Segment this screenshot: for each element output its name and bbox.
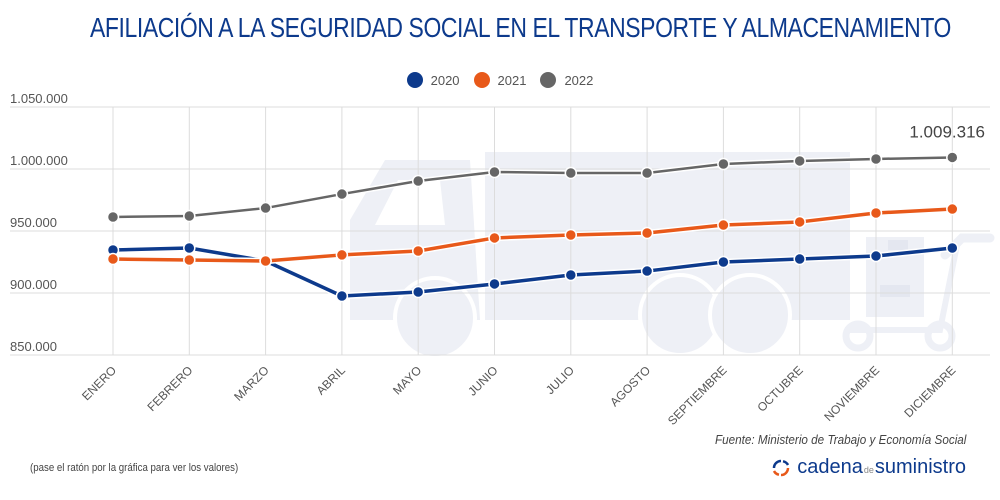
- data-point-2020[interactable]: [564, 268, 578, 282]
- source-note: Fuente: Ministerio de Trabajo y Economía…: [714, 432, 966, 447]
- data-point-2021[interactable]: [183, 253, 196, 267]
- y-tick-label: 1.000.000: [10, 153, 68, 168]
- data-point-2022[interactable]: [717, 157, 730, 171]
- data-point-2022[interactable]: [640, 166, 654, 180]
- data-point-2020[interactable]: [488, 277, 501, 291]
- data-point-2021[interactable]: [488, 231, 501, 245]
- x-tick-label: AGOSTO: [607, 363, 653, 409]
- data-point-2020[interactable]: [717, 255, 730, 269]
- data-point-2021[interactable]: [335, 248, 349, 262]
- series-line-2021: [112, 207, 953, 263]
- data-label: 1.009.316: [909, 122, 985, 141]
- data-point-2020[interactable]: [183, 241, 196, 255]
- data-point-2022[interactable]: [411, 174, 425, 188]
- x-tick-label: NOVIEMBRE: [821, 363, 882, 424]
- data-point-2021[interactable]: [259, 254, 272, 268]
- data-point-2020[interactable]: [946, 241, 959, 255]
- brand-part1: cadena: [797, 456, 863, 478]
- data-point-2022[interactable]: [183, 209, 196, 223]
- y-tick-label: 950.000: [10, 215, 57, 230]
- data-point-2021[interactable]: [946, 202, 959, 216]
- data-point-2021[interactable]: [411, 244, 425, 258]
- x-tick-label: ABRIL: [314, 363, 349, 398]
- brand-part2: de: [863, 465, 874, 475]
- data-point-2022[interactable]: [335, 187, 349, 201]
- x-axis: ENERO FEBRERO MARZO ABRIL MAYO JUNIO JULIO AGOS…: [79, 363, 958, 428]
- data-point-2021[interactable]: [564, 228, 578, 242]
- legend: 2020 2021 2022: [0, 72, 1000, 88]
- y-tick-label: 1.050.000: [10, 91, 68, 106]
- cart-wheel-shape: [842, 320, 874, 352]
- brand-part3: suministro: [874, 456, 966, 478]
- data-point-2021[interactable]: [869, 206, 883, 220]
- data-point-2022[interactable]: [259, 201, 272, 215]
- series-lines: [112, 154, 953, 300]
- data-point-2020[interactable]: [640, 264, 654, 278]
- data-point-2022[interactable]: [946, 151, 959, 164]
- truck-wheel-shape: [393, 276, 477, 360]
- series-line-2022: [112, 156, 953, 219]
- y-tick-label: 900.000: [10, 277, 57, 292]
- legend-item-2020[interactable]: 2020: [406, 72, 460, 88]
- x-tick-label: ENERO: [79, 363, 119, 403]
- data-point-2022[interactable]: [564, 166, 578, 180]
- data-point-2020[interactable]: [411, 285, 425, 299]
- data-point-2022[interactable]: [869, 152, 883, 166]
- annotations: 1.009.316: [909, 122, 985, 141]
- data-point-2022[interactable]: [488, 165, 501, 179]
- data-point-2022[interactable]: [106, 210, 120, 224]
- data-point-2020[interactable]: [793, 252, 806, 266]
- x-tick-label: JULIO: [543, 363, 577, 397]
- legend-label: 2021: [497, 72, 527, 88]
- y-axis: 850.000 900.000 950.000 1.000.000 1.050.000: [10, 91, 68, 354]
- y-tick-label: 850.000: [10, 339, 57, 354]
- legend-item-2021[interactable]: 2021: [473, 72, 527, 88]
- legend-label: 2020: [430, 72, 460, 88]
- data-point-2021[interactable]: [717, 218, 730, 232]
- hover-hint: (pase el ratón por la gráfica para ver l…: [30, 462, 239, 474]
- legend-marker: [406, 72, 423, 88]
- legend-label: 2022: [564, 72, 594, 88]
- series-points[interactable]: [106, 151, 959, 303]
- data-point-2021[interactable]: [793, 215, 806, 229]
- x-tick-label: MAYO: [390, 363, 424, 397]
- legend-marker: [540, 72, 557, 88]
- x-tick-label: FEBRERO: [144, 363, 195, 414]
- truck-wheel-shape: [708, 273, 792, 357]
- data-point-2022[interactable]: [793, 154, 806, 168]
- legend-item-2022[interactable]: 2022: [540, 72, 593, 88]
- legend-marker: [473, 72, 490, 88]
- truck-window-shape: [375, 180, 445, 225]
- x-tick-label: MARZO: [231, 363, 272, 404]
- x-tick-label: JUNIO: [465, 363, 500, 398]
- x-tick-label: DICIEMBRE: [901, 363, 958, 420]
- refresh-arrows-icon: [772, 459, 790, 476]
- data-point-2020[interactable]: [869, 249, 883, 263]
- x-tick-label: SEPTIEMBRE: [665, 363, 730, 428]
- brand-logo[interactable]: cadenadesuministro: [771, 456, 966, 479]
- chart-title: AFILIACIÓN A LA SEGURIDAD SOCIAL EN EL T…: [90, 12, 952, 43]
- x-tick-label: OCTUBRE: [754, 363, 805, 414]
- data-point-2021[interactable]: [640, 226, 654, 240]
- data-point-2021[interactable]: [106, 252, 120, 266]
- data-point-2020[interactable]: [335, 289, 349, 303]
